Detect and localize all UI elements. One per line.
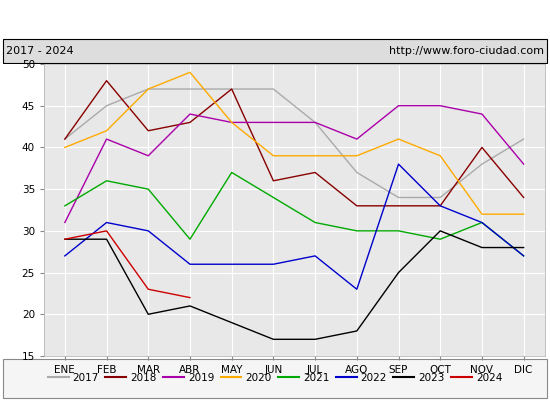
Text: 2017 - 2024: 2017 - 2024	[6, 46, 73, 56]
FancyBboxPatch shape	[3, 39, 547, 63]
Text: http://www.foro-ciudad.com: http://www.foro-ciudad.com	[389, 46, 544, 56]
FancyBboxPatch shape	[3, 359, 547, 398]
Text: Evolucion del paro registrado en Carcelén: Evolucion del paro registrado en Carcelé…	[114, 11, 436, 27]
Legend: 2017, 2018, 2019, 2020, 2021, 2022, 2023, 2024: 2017, 2018, 2019, 2020, 2021, 2022, 2023…	[43, 369, 507, 387]
